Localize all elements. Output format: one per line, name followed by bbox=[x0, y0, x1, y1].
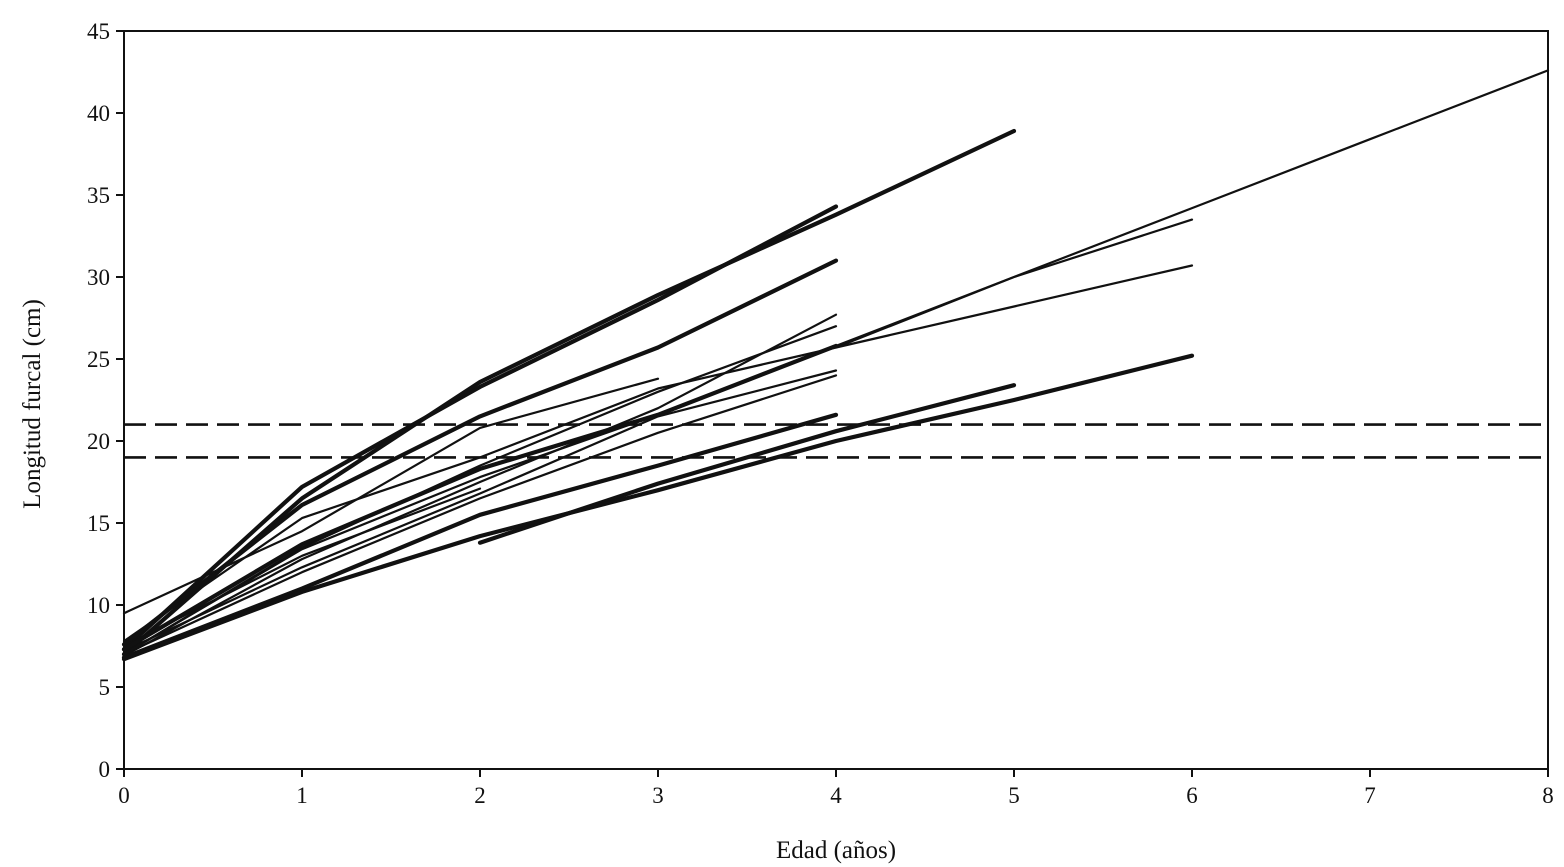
x-tick-label: 2 bbox=[474, 783, 486, 808]
series-line-4 bbox=[122, 218, 1194, 643]
x-tick-label: 3 bbox=[652, 783, 664, 808]
x-tick-label: 5 bbox=[1008, 783, 1020, 808]
y-tick-label: 20 bbox=[87, 429, 110, 454]
x-tick-label: 7 bbox=[1364, 783, 1376, 808]
series-line-6 bbox=[122, 313, 838, 657]
x-axis-title: Edad (años) bbox=[776, 837, 896, 864]
y-axis-title: Longitud furcal (cm) bbox=[19, 299, 46, 509]
series-line-7 bbox=[122, 377, 660, 615]
x-tick-label: 6 bbox=[1186, 783, 1198, 808]
series-line-16 bbox=[121, 353, 1195, 662]
y-tick-label: 5 bbox=[99, 675, 111, 700]
y-tick-label: 10 bbox=[87, 593, 110, 618]
y-tick-label: 45 bbox=[87, 19, 110, 44]
series-line-13 bbox=[121, 343, 839, 652]
y-tick-label: 0 bbox=[99, 757, 111, 782]
series-line-9 bbox=[122, 369, 838, 653]
series-line-14 bbox=[121, 412, 839, 660]
y-tick-label: 35 bbox=[87, 183, 110, 208]
y-tick-label: 25 bbox=[87, 347, 110, 372]
x-tick-label: 4 bbox=[830, 783, 842, 808]
axes bbox=[123, 30, 1549, 770]
x-tick-label: 8 bbox=[1542, 783, 1554, 808]
y-tick-label: 15 bbox=[87, 511, 110, 536]
series-line-10 bbox=[122, 374, 838, 656]
y-axis-ticks: 0 5 10 15 20 25 30 35 40 45 bbox=[87, 19, 124, 782]
series-line-12 bbox=[122, 69, 1550, 656]
series-line-2 bbox=[121, 128, 1017, 657]
plot-frame bbox=[123, 30, 1549, 770]
x-tick-label: 1 bbox=[296, 783, 308, 808]
series-line-11 bbox=[834, 264, 1194, 349]
x-tick-label: 0 bbox=[118, 783, 130, 808]
y-tick-label: 30 bbox=[87, 265, 110, 290]
y-tick-label: 40 bbox=[87, 101, 110, 126]
x-axis-ticks: 0 1 2 3 4 5 6 7 8 bbox=[118, 769, 1554, 808]
series-layer bbox=[121, 69, 1550, 662]
series-line-3 bbox=[121, 258, 839, 647]
